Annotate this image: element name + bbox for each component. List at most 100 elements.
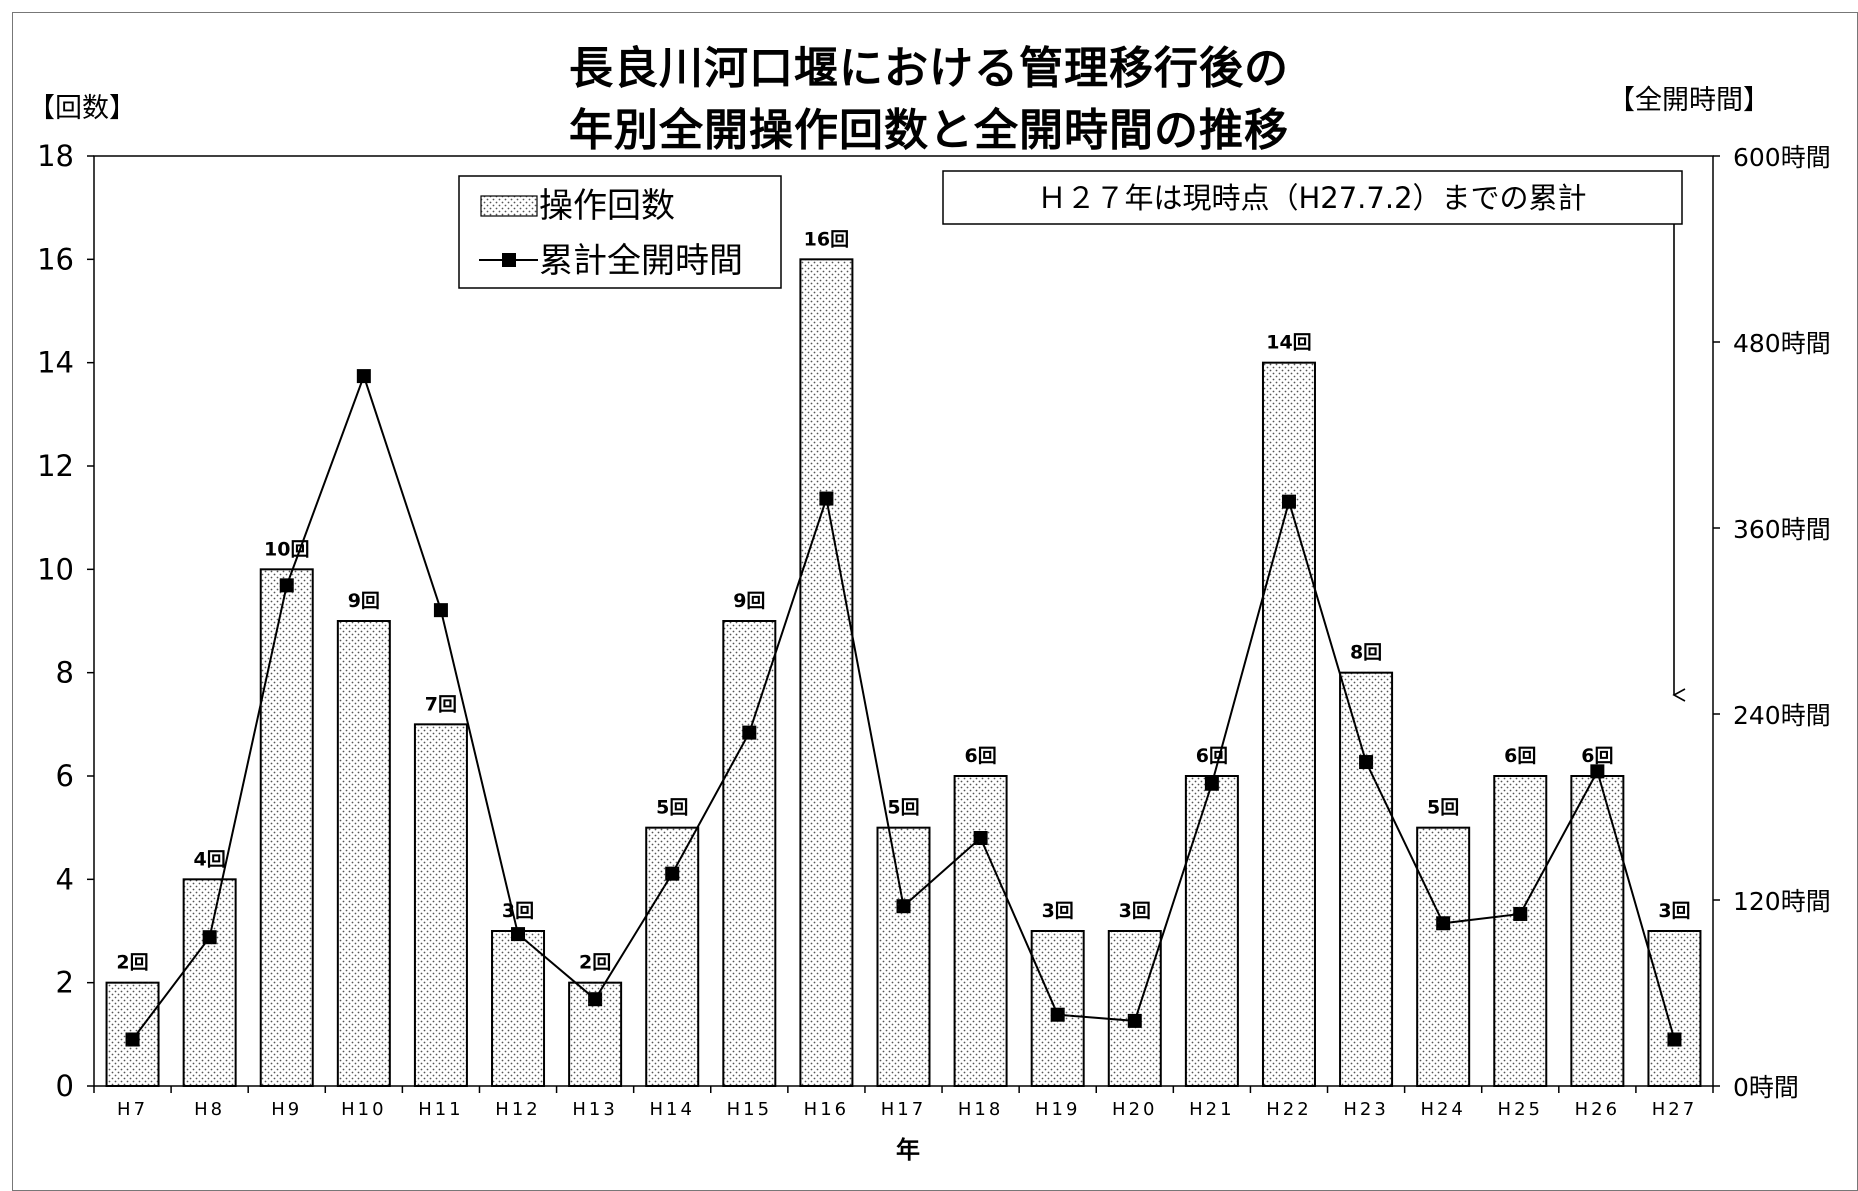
- y-left-tick-label: 2: [56, 966, 74, 1000]
- line-point: [1513, 906, 1528, 921]
- bar-data-label: 2回: [579, 952, 611, 974]
- line-point: [665, 866, 680, 881]
- x-tick-label: H26: [1575, 1099, 1620, 1120]
- annotation: Ｈ２７年は現時点（H27.7.2）までの累計: [942, 170, 1686, 702]
- line-point: [511, 927, 526, 942]
- x-tick-label: H18: [958, 1099, 1003, 1120]
- x-tick-label: H10: [341, 1099, 386, 1120]
- y-right-tick-label: 360時間: [1733, 515, 1831, 544]
- legend-bar-swatch: [480, 195, 538, 217]
- x-tick-label: H7: [117, 1099, 148, 1120]
- y-right-tick-label: 0時間: [1733, 1073, 1799, 1102]
- legend-line-marker: [502, 253, 516, 267]
- bar: [1261, 361, 1316, 1087]
- legend: 操作回数 累計全開時間: [458, 175, 782, 289]
- annotation-text: Ｈ２７年は現時点（H27.7.2）までの累計: [1037, 181, 1586, 215]
- y-left-tick-label: 10: [37, 552, 74, 586]
- bar: [799, 258, 854, 1088]
- line-point: [1359, 755, 1374, 770]
- line-point: [588, 992, 603, 1007]
- y-left-tick-label: 0: [56, 1069, 74, 1103]
- x-tick-label: H8: [194, 1099, 225, 1120]
- x-tick-label: H14: [649, 1099, 694, 1120]
- y-right-axis-label: 【全開時間】: [1608, 85, 1770, 116]
- y-left-tick-label: 4: [56, 862, 74, 896]
- y-left-tick-label: 16: [37, 242, 74, 276]
- line-point: [433, 603, 448, 618]
- x-tick-label: H25: [1498, 1099, 1543, 1120]
- x-tick-label: H20: [1112, 1099, 1157, 1120]
- x-tick-label: H15: [727, 1099, 772, 1120]
- x-tick-label: H13: [572, 1099, 617, 1120]
- x-tick-label: H21: [1189, 1099, 1234, 1120]
- bar: [413, 723, 468, 1087]
- bar: [1493, 775, 1548, 1087]
- line-point: [1436, 916, 1451, 931]
- bar: [1416, 826, 1471, 1088]
- bar: [953, 775, 1008, 1087]
- line-point: [1050, 1007, 1065, 1022]
- bar-data-label: 2回: [116, 952, 148, 974]
- bar: [1647, 930, 1702, 1087]
- line-point: [1590, 764, 1605, 779]
- chart-title-line-2: 年別全開操作回数と全開時間の推移: [569, 105, 1289, 156]
- bar-data-label: 3回: [1658, 900, 1690, 922]
- bar-data-label: 6回: [1581, 745, 1613, 767]
- bar-data-label: 14回: [1266, 332, 1311, 354]
- bar: [336, 620, 391, 1087]
- bar-data-label: 9回: [733, 590, 765, 612]
- bar: [1570, 775, 1625, 1087]
- bar-data-label: 4回: [194, 848, 226, 870]
- line-point: [742, 725, 757, 740]
- x-tick-label: H16: [804, 1099, 849, 1120]
- y-right-tick-label: 480時間: [1733, 329, 1831, 358]
- legend-line-label: 累計全開時間: [539, 241, 743, 281]
- x-tick-label: H17: [881, 1099, 926, 1120]
- y-right-tick-label: 120時間: [1733, 887, 1831, 916]
- bar: [1184, 775, 1239, 1087]
- x-tick-label: H19: [1035, 1099, 1080, 1120]
- bar: [259, 568, 314, 1087]
- bar: [1107, 930, 1162, 1087]
- bar-data-label: 6回: [1196, 745, 1228, 767]
- line-point: [356, 369, 371, 384]
- bar: [722, 620, 777, 1087]
- x-tick-label: H24: [1420, 1099, 1465, 1120]
- bar-data-label: 7回: [425, 693, 457, 715]
- bar: [1339, 671, 1394, 1088]
- bar: [876, 826, 931, 1088]
- y-left-tick-label: 6: [56, 759, 74, 793]
- chart-title-line-1: 長良川河口堰における管理移行後の: [569, 43, 1289, 94]
- line-point: [896, 899, 911, 914]
- bar-data-label: 6回: [1504, 745, 1536, 767]
- legend-box: [458, 175, 782, 289]
- x-tick-label: H12: [495, 1099, 540, 1120]
- plot-area: [93, 155, 1714, 1087]
- x-tick-label: H22: [1266, 1099, 1311, 1120]
- y-left-tick-label: 12: [37, 449, 74, 483]
- line-point: [973, 831, 988, 845]
- line-point: [1281, 494, 1296, 509]
- bar-data-label: 8回: [1350, 642, 1382, 664]
- y-left-tick-label: 14: [37, 346, 74, 380]
- bar-data-label: 5回: [1427, 797, 1459, 819]
- annotation-box: [942, 170, 1683, 225]
- line-point: [279, 578, 294, 593]
- bar-data-label: 6回: [964, 745, 996, 767]
- x-tick-label: H27: [1652, 1099, 1697, 1120]
- x-tick-label: H9: [271, 1099, 302, 1120]
- bar-data-label: 3回: [502, 900, 534, 922]
- bar-data-label: 5回: [887, 797, 919, 819]
- line-point: [125, 1032, 140, 1047]
- bar: [491, 930, 546, 1087]
- bar-data-label: 16回: [804, 228, 849, 250]
- line-point: [1127, 1013, 1142, 1028]
- line-point: [1667, 1032, 1682, 1047]
- line-point: [819, 491, 834, 506]
- x-tick-label: H23: [1343, 1099, 1388, 1120]
- y-left-tick-label: 18: [37, 139, 74, 173]
- y-left-tick-label: 8: [56, 656, 74, 690]
- bar-data-label: 3回: [1119, 900, 1151, 922]
- bar: [645, 826, 700, 1088]
- legend-bar-label: 操作回数: [539, 186, 675, 226]
